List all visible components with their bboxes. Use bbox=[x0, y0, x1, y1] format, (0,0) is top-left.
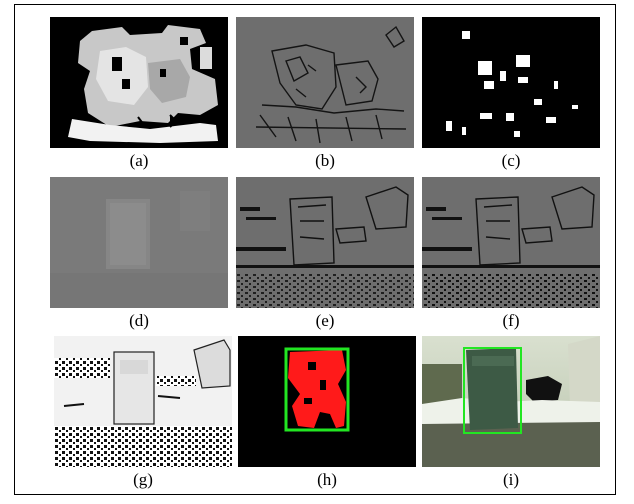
panel-d-image bbox=[50, 177, 228, 308]
caption-c: (c) bbox=[501, 151, 521, 170]
panel-b-image bbox=[236, 17, 414, 148]
caption-b: (b) bbox=[315, 151, 335, 170]
panel-h-image bbox=[238, 336, 416, 467]
panel-a-image bbox=[50, 17, 228, 148]
panel-e-image bbox=[236, 177, 414, 308]
panel-f-image bbox=[422, 177, 600, 308]
caption-h: (h) bbox=[317, 470, 337, 489]
caption-a: (a) bbox=[129, 151, 149, 170]
panel-i-image bbox=[422, 336, 600, 467]
caption-d: (d) bbox=[129, 311, 149, 330]
caption-g: (g) bbox=[133, 470, 153, 489]
caption-f: (f) bbox=[502, 311, 520, 330]
panel-g-image bbox=[54, 336, 232, 467]
panel-c-image bbox=[422, 17, 600, 148]
caption-e: (e) bbox=[315, 311, 335, 330]
caption-i: (i) bbox=[502, 470, 520, 489]
